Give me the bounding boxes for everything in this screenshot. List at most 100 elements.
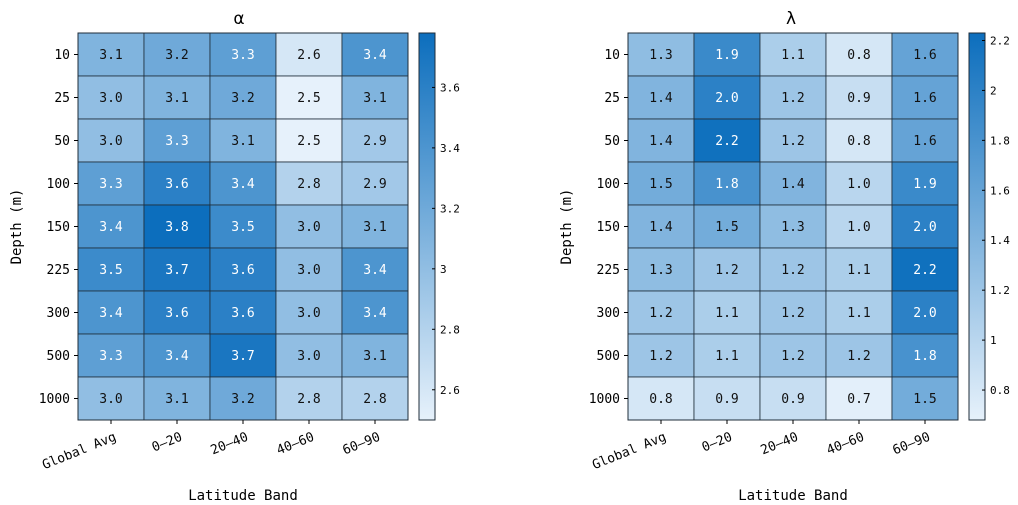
cell-value-label: 1.3	[649, 48, 672, 63]
heatmap-cell	[891, 290, 959, 335]
heatmap-cell	[627, 247, 695, 292]
cell-value-label: 3.1	[363, 91, 386, 106]
x-tick-label: 20–40	[759, 430, 801, 459]
colorbar-tick-label: 2.8	[440, 323, 460, 336]
heatmap-cell	[693, 118, 761, 163]
heatmap-cell	[627, 118, 695, 163]
cell-value-label: 2.5	[297, 91, 320, 106]
colorbar-tick-label: 1.4	[990, 234, 1010, 247]
y-tick-label: 25	[54, 91, 70, 106]
cell-value-label: 3.1	[165, 91, 188, 106]
cell-value-label: 1.0	[847, 220, 870, 235]
colorbar-tick-label: 3.2	[440, 202, 460, 215]
heatmap-cell	[341, 333, 409, 378]
heatmap-cell	[891, 32, 959, 77]
heatmap-cell	[891, 75, 959, 120]
cell-value-label: 3.1	[363, 220, 386, 235]
colorbar-tick-label: 2.2	[990, 34, 1010, 47]
colorbar-tick-label: 1	[990, 334, 997, 347]
cell-value-label: 1.1	[847, 263, 870, 278]
heatmap-cell	[825, 247, 893, 292]
cell-value-label: 1.4	[649, 91, 673, 106]
heatmap-cell	[891, 376, 959, 421]
y-tick-label: 50	[54, 134, 70, 149]
heatmap-cell	[759, 290, 827, 335]
heatmap-cell	[341, 204, 409, 249]
y-tick-label: 150	[597, 220, 620, 235]
heatmap-cell	[627, 204, 695, 249]
cell-value-label: 1.1	[715, 349, 738, 364]
cell-value-label: 2.2	[715, 134, 738, 149]
colorbar	[418, 32, 436, 421]
heatmap-cell	[143, 247, 211, 292]
y-tick-label: 10	[604, 48, 620, 63]
cell-value-label: 1.4	[649, 220, 673, 235]
x-tick-label: 20–40	[209, 430, 251, 459]
cell-value-label: 1.5	[715, 220, 738, 235]
heatmap-cell	[891, 118, 959, 163]
heatmap-cell	[825, 32, 893, 77]
cell-value-label: 2.8	[363, 392, 386, 407]
heatmap-cell	[693, 247, 761, 292]
heatmap-cell	[143, 376, 211, 421]
cell-value-label: 1.6	[913, 134, 936, 149]
cell-value-label: 3.4	[231, 177, 255, 192]
heatmap-cell	[825, 75, 893, 120]
cell-value-label: 3.6	[165, 177, 188, 192]
cell-value-label: 3.0	[99, 134, 122, 149]
cell-value-label: 3.4	[165, 349, 189, 364]
cell-value-label: 3.5	[99, 263, 122, 278]
y-tick-label: 50	[604, 134, 620, 149]
cell-value-label: 2.9	[363, 134, 386, 149]
cell-value-label: 2.8	[297, 177, 320, 192]
y-axis-label: Depth (m)	[559, 189, 575, 265]
heatmap-cell	[341, 75, 409, 120]
heatmap-cell	[275, 32, 343, 77]
cell-value-label: 3.3	[99, 177, 122, 192]
heatmap-cell	[825, 333, 893, 378]
cell-value-label: 3.6	[231, 263, 254, 278]
colorbar	[968, 32, 986, 421]
heatmap-cell	[627, 376, 695, 421]
cell-value-label: 1.6	[913, 91, 936, 106]
cell-value-label: 3.7	[231, 349, 254, 364]
heatmap-cell	[825, 376, 893, 421]
cell-value-label: 1.2	[781, 306, 804, 321]
cell-value-label: 1.5	[649, 177, 672, 192]
cell-value-label: 1.9	[913, 177, 936, 192]
colorbar-tick-label: 3.6	[440, 81, 460, 94]
x-tick-label: 0–20	[150, 430, 185, 456]
cell-value-label: 3.3	[231, 48, 254, 63]
cell-value-label: 2.8	[297, 392, 320, 407]
y-tick-label: 225	[47, 263, 70, 278]
cell-value-label: 1.1	[781, 48, 804, 63]
cell-value-label: 1.0	[847, 177, 870, 192]
x-axis-label: Latitude Band	[738, 488, 848, 504]
lambda-heatmap-panel: λ 1.3 1.9 1.1 0.8 1.6 1.4 2.0 1.2 0.9 1.6 1.4 2.2 1.2…	[559, 9, 1010, 504]
colorbar-tick-label: 1.6	[990, 184, 1010, 197]
heatmap-cell	[891, 161, 959, 206]
cell-value-label: 1.2	[649, 349, 672, 364]
heatmap-cell	[627, 161, 695, 206]
cell-value-label: 3.1	[165, 392, 188, 407]
x-tick-label: 0–20	[700, 430, 735, 456]
heatmap-cell	[759, 161, 827, 206]
x-tick-label: Global Avg	[590, 430, 668, 473]
heatmap-cell	[77, 204, 145, 249]
cell-value-label: 1.2	[781, 263, 804, 278]
y-tick-label: 300	[47, 306, 70, 321]
x-tick-label: 60–90	[341, 430, 383, 459]
cell-value-label: 0.9	[715, 392, 738, 407]
heatmap-cell	[143, 32, 211, 77]
cell-value-label: 3.4	[99, 306, 123, 321]
colorbar-tick-label: 3.4	[440, 142, 460, 155]
y-tick-label: 25	[604, 91, 620, 106]
cell-value-label: 0.8	[847, 134, 870, 149]
cell-value-label: 3.5	[231, 220, 254, 235]
heatmap-cell	[209, 247, 277, 292]
heatmap-cell	[275, 247, 343, 292]
heatmap-cell	[209, 75, 277, 120]
heatmap-cell	[891, 333, 959, 378]
cell-value-label: 0.8	[649, 392, 672, 407]
